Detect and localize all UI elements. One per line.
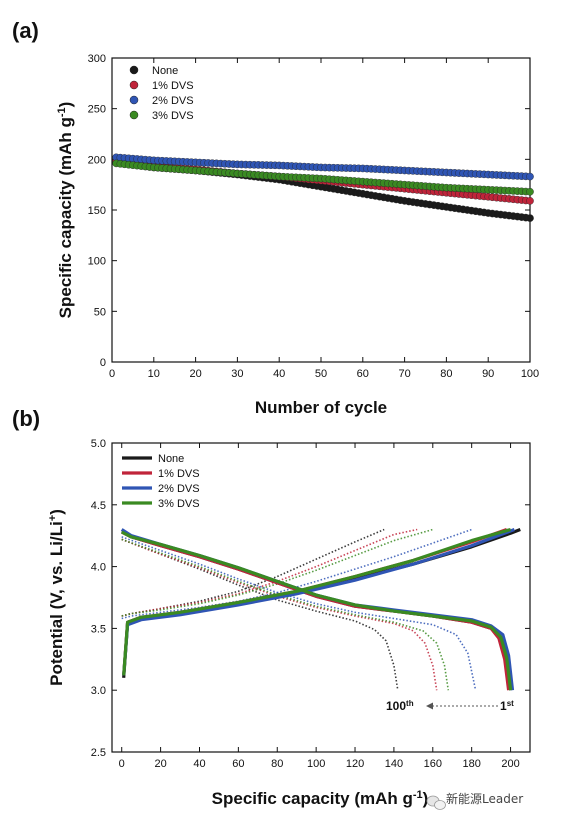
panel-b-x-tick-label: 180: [462, 758, 480, 770]
watermark: 新能源Leader: [426, 791, 523, 810]
panel-b-legend-label-none: None: [158, 453, 184, 465]
panel-a-legend-label-3-dvs: 3% DVS: [152, 110, 194, 122]
panel-a-y-tick-label: 200: [88, 154, 106, 166]
panel-a-legend-label-none: None: [152, 65, 178, 77]
panel-b-x-tick-label: 160: [424, 758, 442, 770]
panel-a-x-tick-label: 0: [109, 368, 115, 380]
panel-b-curve-3-dvs-100th-charge: [121, 528, 434, 617]
panel-a-x-tick-label: 100: [521, 368, 539, 380]
panel-b-x-axis-title-part: Specific capacity (mAh g: [212, 789, 413, 808]
panel-a-y-tick-label: 100: [88, 256, 106, 268]
panel-b-legend: None 1% DVS 2% DVS 3% DVS: [122, 453, 200, 510]
panel-a-chart: (a) 0 10 20 30 40 50 60 70 80 90 100 0 50 100 150 200 250…: [12, 18, 539, 417]
panel-b-x-tick-label: 40: [193, 758, 205, 770]
panel-b-legend-label-1-dvs: 1% DVS: [158, 468, 200, 480]
panel-b-x-tick-label: 200: [501, 758, 519, 770]
panel-a-legend-marker-2-dvs: [129, 95, 139, 105]
wechat-icon-bubble-right: [434, 800, 446, 810]
panel-b-y-tick-label: 5.0: [91, 438, 106, 450]
panel-b-x-axis-title-superscript: -1: [413, 789, 423, 801]
panel-b-x-axis-title: Specific capacity (mAh g-1): [212, 789, 429, 808]
panel-b-x-tick-label: 0: [119, 758, 125, 770]
panel-b-y-tick-label: 4.5: [91, 500, 106, 512]
panel-b-legend-label-2-dvs: 2% DVS: [158, 483, 200, 495]
panel-a-y-axis-title-superscript: -1: [56, 107, 68, 117]
watermark-text: 新能源Leader: [446, 791, 523, 806]
annotation-1st-number: 1: [500, 699, 507, 713]
panel-a-legend-marker-none: [129, 65, 139, 75]
panel-a-x-tick-label: 10: [148, 368, 160, 380]
panel-b-y-tick-label: 4.0: [91, 562, 106, 574]
panel-a-y-axis-title: Specific capacity (mAh g-1): [56, 102, 75, 319]
panel-b-chart: (b) 0 20 40 60 80 100 120 140 160 180 200 2.5 3.0 3.5 4…: [12, 406, 531, 808]
panel-b-curve-3-dvs-1st-charge: [122, 527, 512, 676]
annotation-1st-suffix: st: [507, 699, 514, 708]
wechat-icon: [426, 795, 446, 810]
panel-a-point-1-dvs: [526, 197, 534, 205]
panel-b-x-tick-label: 120: [346, 758, 364, 770]
annotation-100th-number: 100: [386, 699, 406, 713]
panel-b-y-axis-title-superscript: +: [47, 515, 59, 521]
panel-a-legend-label-2-dvs: 2% DVS: [152, 95, 194, 107]
panel-a-legend-marker-1-dvs: [129, 80, 139, 90]
panel-a-legend-label-1-dvs: 1% DVS: [152, 80, 194, 92]
panel-a-y-tick-label: 150: [88, 205, 106, 217]
panel-b-curve-none-100th-charge: [121, 528, 385, 617]
panel-a-y-tick-label: 250: [88, 104, 106, 116]
panel-b-legend-label-3-dvs: 3% DVS: [158, 498, 200, 510]
panel-b-x-tick-label: 100: [307, 758, 325, 770]
panel-a-x-tick-label: 50: [315, 368, 327, 380]
panel-a-y-tick-label: 0: [100, 357, 106, 369]
panel-a-label: (a): [12, 18, 39, 43]
panel-b-y-tick-label: 3.0: [91, 685, 106, 697]
panel-b-curve-2-dvs-1st-charge: [122, 528, 515, 676]
panel-a-y-tick-label: 300: [88, 53, 106, 65]
panel-b-y-tick-label: 3.5: [91, 623, 106, 635]
panel-a-y-axis-title-part: ): [56, 102, 75, 108]
panel-b-x-tick-label: 20: [154, 758, 166, 770]
panel-a-x-tick-label: 20: [189, 368, 201, 380]
panel-b-y-tick-label: 2.5: [91, 747, 106, 759]
panel-b-x-tick-label: 80: [271, 758, 283, 770]
panel-b-y-axis-title-part: ): [47, 509, 66, 515]
panel-a-legend: None 1% DVS 2% DVS 3% DVS: [129, 65, 194, 122]
panel-b-label: (b): [12, 406, 40, 431]
panel-a-x-tick-label: 30: [231, 368, 243, 380]
annotation-1st-label: 1st: [500, 699, 514, 714]
panel-a-series-3-dvs: [112, 159, 534, 196]
panel-a-point-2-dvs: [526, 172, 534, 181]
panel-a-x-tick-label: 60: [357, 368, 369, 380]
panel-b-x-tick-label: 140: [385, 758, 403, 770]
panel-a-y-axis-title-part: Specific capacity (mAh g: [56, 117, 75, 318]
panel-a-x-tick-label: 80: [440, 368, 452, 380]
panel-b-x-tick-label: 60: [232, 758, 244, 770]
annotation-arrow-head: [426, 702, 433, 710]
panel-a-x-tick-label: 90: [482, 368, 494, 380]
panel-b-plot-frame: [111, 442, 531, 753]
panel-a-legend-marker-3-dvs: [129, 110, 139, 120]
panel-b-y-axis-title: Potential (V, vs. Li/Li+): [47, 509, 66, 686]
panel-a-x-axis-title: Number of cycle: [255, 398, 387, 417]
panel-b-curve-none-100th-discharge: [121, 538, 399, 691]
panel-b-curve-2-dvs-100th-charge: [121, 528, 472, 620]
panel-a-x-tick-label: 40: [273, 368, 285, 380]
panel-a-x-tick-label: 70: [398, 368, 410, 380]
panel-a-series-2-dvs: [112, 153, 534, 181]
panel-a-point-none: [526, 214, 534, 222]
annotation-100th-suffix: th: [406, 699, 414, 708]
panel-b-curve-3-dvs-1st-discharge: [120, 530, 513, 691]
panel-b-y-axis-title-part: Potential (V, vs. Li/Li: [47, 521, 66, 686]
panel-b-cycle-annotation: 100th 1st: [386, 699, 514, 714]
panel-a-point-3-dvs: [526, 187, 534, 196]
panel-b-x-axis-title-part: ): [423, 789, 429, 808]
panel-a-y-tick-label: 50: [94, 306, 106, 318]
annotation-100th-label: 100th: [386, 699, 414, 714]
